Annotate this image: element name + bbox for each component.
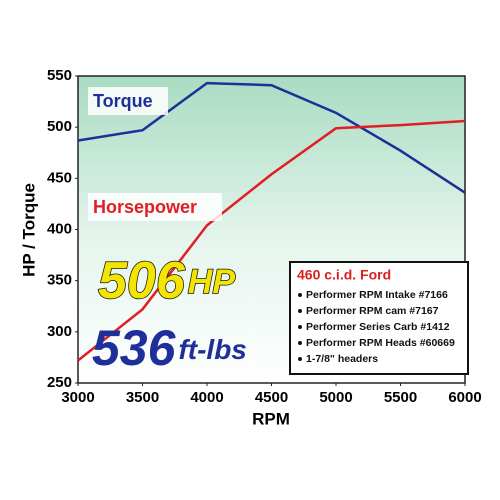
legend-box — [88, 87, 168, 115]
bullet — [298, 309, 302, 313]
spec-item: Performer RPM Heads #60669 — [306, 337, 455, 349]
bullet — [298, 293, 302, 297]
spec-title: 460 c.i.d. Ford — [297, 267, 391, 283]
bullet — [298, 325, 302, 329]
callout: 536 ft-lbs — [92, 320, 247, 376]
x-tick-label: 5500 — [384, 389, 417, 406]
spec-item: 1-7/8" headers — [306, 353, 378, 365]
bullet — [298, 341, 302, 345]
series-line — [77, 119, 466, 362]
series-line — [77, 81, 466, 194]
bullet — [298, 357, 302, 361]
y-tick-label: 300 — [47, 323, 72, 340]
x-tick-label: 5000 — [319, 389, 352, 406]
y-tick-label: 500 — [47, 118, 72, 135]
y-tick-label: 350 — [47, 272, 72, 289]
y-tick-label: 250 — [47, 374, 72, 391]
y-tick-label: 550 — [47, 67, 72, 84]
spec-item: Performer Series Carb #1412 — [306, 321, 450, 333]
x-tick-label: 4500 — [255, 389, 288, 406]
callout-value: 506 — [98, 252, 186, 310]
legend-box — [88, 193, 222, 221]
y-tick-label: 450 — [47, 169, 72, 186]
y-tick-label: 400 — [47, 220, 72, 237]
spec-item: Performer RPM cam #7167 — [306, 305, 439, 317]
y-axis-title: HP / Torque — [19, 183, 38, 277]
callout-value: 536 — [92, 320, 177, 376]
x-tick-label: 3500 — [126, 389, 159, 406]
spec-box — [289, 261, 469, 375]
x-tick-label: 4000 — [190, 389, 223, 406]
legend-label: Torque — [93, 91, 153, 111]
callout-unit: ft-lbs — [178, 334, 246, 365]
legend-label: Horsepower — [93, 197, 197, 217]
callout: 506HP — [98, 252, 235, 310]
x-tick-label: 6000 — [448, 389, 481, 406]
x-axis-title: RPM — [252, 409, 290, 428]
callout-unit: HP — [188, 263, 236, 301]
x-tick-label: 3000 — [61, 389, 94, 406]
spec-item: Performer RPM Intake #7166 — [306, 289, 448, 301]
